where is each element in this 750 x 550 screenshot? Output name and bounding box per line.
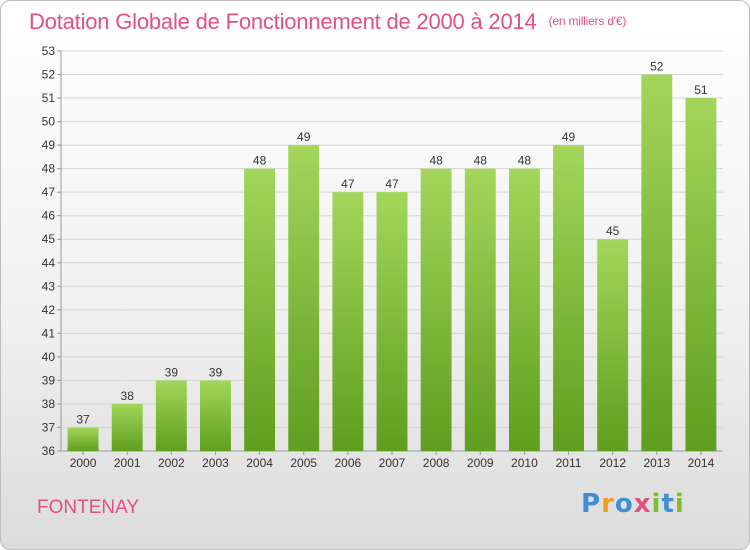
- y-tick-label: 51: [42, 91, 56, 105]
- y-tick-label: 49: [42, 138, 56, 152]
- x-tick-label: 2001: [114, 456, 141, 470]
- y-tick-label: 44: [42, 256, 56, 270]
- x-tick-label: 2009: [467, 456, 494, 470]
- bar: [332, 192, 364, 452]
- x-tick-label: 2002: [158, 456, 185, 470]
- y-tick-label: 43: [42, 279, 56, 293]
- x-tick-label: 2012: [599, 456, 626, 470]
- y-tick-label: 50: [42, 115, 56, 129]
- x-tick-labels: 2000 2001 2002 2003 2004 2005 2006 2007 2008 2009…: [70, 451, 715, 470]
- bar: [376, 192, 408, 452]
- bar: [553, 145, 584, 451]
- x-tick-label: 2008: [423, 456, 450, 470]
- y-tick-labels: 36 37 38 39 40 41 42 43 44 45 46 47 48 49 50 51 52 53: [42, 44, 56, 458]
- bars: [67, 74, 717, 452]
- value-label: 49: [562, 130, 576, 144]
- y-tick-label: 53: [42, 44, 56, 58]
- y-tick-label: 46: [42, 209, 56, 223]
- bar: [641, 74, 673, 451]
- value-label: 37: [76, 412, 90, 426]
- value-label: 47: [385, 177, 399, 191]
- logo-letter: o: [614, 489, 634, 519]
- x-tick-label: 2006: [335, 456, 362, 470]
- x-tick-label: 2010: [511, 456, 538, 470]
- chart-title: Dotation Globale de Fonctionnement de 20…: [29, 9, 626, 35]
- bar: [597, 239, 629, 451]
- value-label: 39: [165, 365, 179, 379]
- y-tick-label: 45: [42, 232, 56, 246]
- bar: [420, 168, 452, 451]
- bar: [288, 145, 320, 451]
- x-tick-label: 2004: [246, 456, 273, 470]
- value-label: 49: [297, 130, 311, 144]
- y-tick-label: 39: [42, 373, 56, 387]
- logo-letter: i: [674, 489, 685, 519]
- logo-letter: x: [633, 489, 652, 519]
- x-tick-label: 2013: [643, 456, 670, 470]
- x-tick-label: 2007: [379, 456, 406, 470]
- bar: [155, 380, 187, 451]
- y-tick-label: 37: [42, 420, 56, 434]
- value-label: 52: [650, 60, 664, 74]
- bar: [244, 168, 276, 451]
- value-label: 48: [518, 154, 532, 168]
- logo-letter: t: [661, 489, 675, 519]
- y-tick-label: 48: [42, 162, 56, 176]
- y-tick-label: 40: [42, 350, 56, 364]
- value-label: 47: [341, 177, 355, 191]
- logo-letter: i: [651, 489, 662, 519]
- logo-letter: r: [601, 489, 615, 519]
- x-tick-label: 2014: [688, 456, 715, 470]
- bar: [111, 403, 143, 451]
- y-tick-label: 41: [42, 326, 56, 340]
- bar: [685, 98, 717, 451]
- value-label: 48: [429, 154, 443, 168]
- place-name: FONTENAY: [37, 497, 140, 518]
- bar: [67, 427, 99, 451]
- bar: [508, 168, 540, 451]
- chart-subtitle: (en milliers d'€): [548, 14, 627, 28]
- logo-letter: P: [581, 489, 602, 519]
- y-tick-label: 52: [42, 68, 56, 82]
- bar: [464, 168, 496, 451]
- value-label: 48: [474, 154, 488, 168]
- value-label: 48: [253, 154, 267, 168]
- x-tick-label: 2003: [202, 456, 229, 470]
- x-tick-label: 2011: [556, 456, 582, 470]
- proxiti-logo: Proxiti: [581, 489, 685, 519]
- chart-title-text: Dotation Globale de Fonctionnement de 20…: [29, 9, 537, 34]
- x-tick-label: 2000: [70, 456, 97, 470]
- value-label: 38: [121, 389, 135, 403]
- bar: [200, 380, 231, 451]
- y-tick-label: 47: [42, 185, 56, 199]
- x-tick-label: 2005: [290, 456, 317, 470]
- value-label: 45: [606, 224, 620, 238]
- value-label: 51: [694, 83, 708, 97]
- value-labels: 37 38 39 39 48 49 47 47 48 48 48 49 45 52 51: [76, 60, 708, 427]
- y-tick-label: 38: [42, 397, 56, 411]
- value-label: 39: [209, 365, 223, 379]
- y-tick-label: 42: [42, 303, 56, 317]
- y-tick-label: 36: [42, 444, 56, 458]
